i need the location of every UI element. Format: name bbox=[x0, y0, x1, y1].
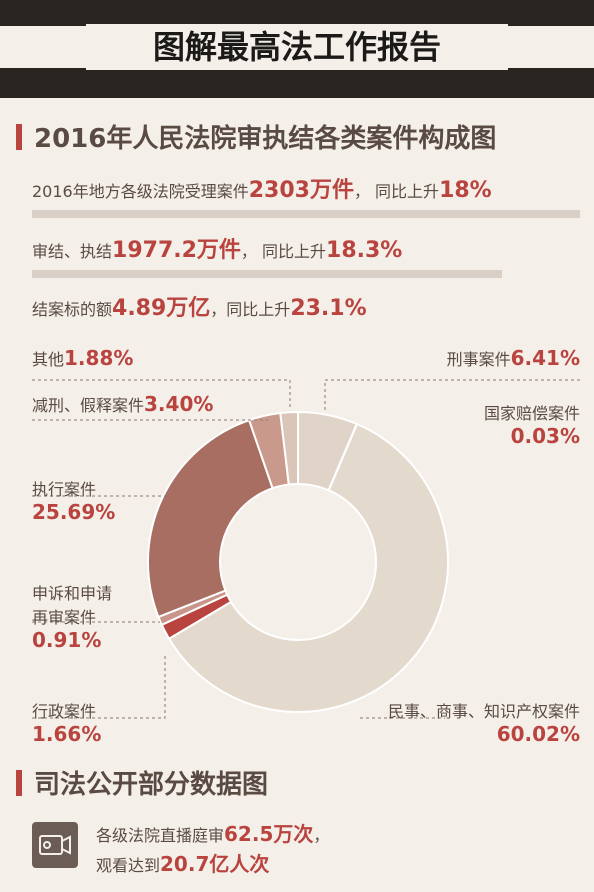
stat-accepted-mid: ， 同比上升 bbox=[353, 182, 440, 201]
label-criminal-name: 刑事案件 bbox=[446, 350, 511, 369]
livestream-info: 各级法院直播庭审62.5万次， 观看达到20.7亿人次 bbox=[96, 820, 329, 880]
label-petition-value: 0.91% bbox=[32, 628, 102, 652]
donut-slices bbox=[147, 410, 449, 713]
label-criminal: 刑事案件6.41% bbox=[447, 346, 580, 370]
leader-other bbox=[32, 379, 291, 410]
stat-amount-label: 结案标的额 bbox=[32, 300, 113, 319]
stat-amount-growth: 23.1% bbox=[290, 296, 367, 321]
leader-criminal bbox=[324, 379, 580, 412]
label-admin: 行政案件 1.66% bbox=[32, 698, 101, 746]
slice-7 bbox=[279, 410, 299, 486]
section1-title: 2016年人民法院审执结各类案件构成图 bbox=[16, 118, 496, 155]
page-title: 图解最高法工作报告 bbox=[86, 24, 508, 70]
livestream-count: 62.5万次 bbox=[224, 822, 314, 846]
stat-concluded-mid: ， 同比上升 bbox=[240, 242, 327, 261]
stat-accepted: 2016年地方各级法院受理案件2303万件， 同比上升18% bbox=[32, 172, 492, 204]
label-criminal-value: 6.41% bbox=[510, 346, 580, 370]
stat-amount-value: 4.89万亿 bbox=[112, 296, 211, 321]
stat-concluded: 审结、执结1977.2万件， 同比上升18.3% bbox=[32, 232, 402, 264]
slice-5 bbox=[147, 418, 274, 619]
stat-amount: 结案标的额4.89万亿，同比上升23.1% bbox=[32, 290, 367, 322]
stat-concluded-label: 审结、执结 bbox=[32, 242, 113, 261]
slice-2 bbox=[167, 422, 449, 713]
stat-concluded-growth: 18.3% bbox=[326, 238, 403, 263]
label-other: 其他1.88% bbox=[32, 346, 133, 370]
label-enforcement-name: 执行案件 bbox=[32, 480, 97, 499]
livestream-line1-pre: 各级法院直播庭审 bbox=[96, 826, 225, 845]
label-petition-name2: 再审案件 bbox=[32, 608, 97, 627]
label-admin-name: 行政案件 bbox=[32, 702, 97, 721]
label-enforcement: 执行案件 25.69% bbox=[32, 476, 115, 524]
livestream-line2: 观看达到20.7亿人次 bbox=[96, 850, 329, 880]
label-parole-value: 3.40% bbox=[144, 392, 214, 416]
livestream-line1-post: ， bbox=[313, 826, 330, 845]
leader-admin bbox=[32, 655, 166, 719]
stat-amount-mid: ，同比上升 bbox=[210, 300, 291, 319]
leader-lines bbox=[32, 379, 580, 719]
label-admin-value: 1.66% bbox=[32, 722, 102, 746]
section2-title-text: 司法公开部分数据图 bbox=[34, 770, 269, 800]
section-marker bbox=[16, 769, 22, 796]
section2-title: 司法公开部分数据图 bbox=[16, 764, 268, 801]
label-petition-name1: 申诉和申请 bbox=[32, 584, 113, 603]
label-petition: 申诉和申请 再审案件 0.91% bbox=[32, 580, 112, 652]
section-marker bbox=[16, 123, 22, 150]
label-state-comp: 国家赔偿案件 0.03% bbox=[484, 400, 580, 448]
viewers-count: 20.7亿人次 bbox=[160, 852, 270, 876]
label-state-comp-value: 0.03% bbox=[510, 424, 580, 448]
video-camera-icon bbox=[32, 822, 78, 868]
label-civil: 民事、商事、知识产权案件 60.02% bbox=[388, 698, 580, 746]
label-civil-name: 民事、商事、知识产权案件 bbox=[387, 702, 580, 721]
stat-accepted-label: 2016年地方各级法院受理案件 bbox=[32, 182, 249, 201]
livestream-line2-pre: 观看达到 bbox=[96, 856, 161, 875]
label-parole-name: 减刑、假释案件 bbox=[32, 396, 145, 415]
section1-title-text: 2016年人民法院审执结各类案件构成图 bbox=[34, 124, 497, 154]
stat-accepted-bar bbox=[32, 210, 580, 218]
label-civil-value: 60.02% bbox=[496, 722, 580, 746]
stat-accepted-growth: 18% bbox=[439, 178, 492, 203]
label-enforcement-value: 25.69% bbox=[32, 500, 116, 524]
header: 图解最高法工作报告 bbox=[0, 0, 594, 98]
label-other-name: 其他 bbox=[32, 350, 65, 369]
stat-concluded-value: 1977.2万件 bbox=[112, 238, 241, 263]
stat-accepted-value: 2303万件 bbox=[248, 178, 354, 203]
stat-concluded-bar bbox=[32, 270, 502, 278]
label-other-value: 1.88% bbox=[64, 346, 134, 370]
label-parole: 减刑、假释案件3.40% bbox=[32, 392, 213, 416]
label-state-comp-name: 国家赔偿案件 bbox=[483, 404, 580, 423]
livestream-line1: 各级法院直播庭审62.5万次， bbox=[96, 820, 329, 850]
